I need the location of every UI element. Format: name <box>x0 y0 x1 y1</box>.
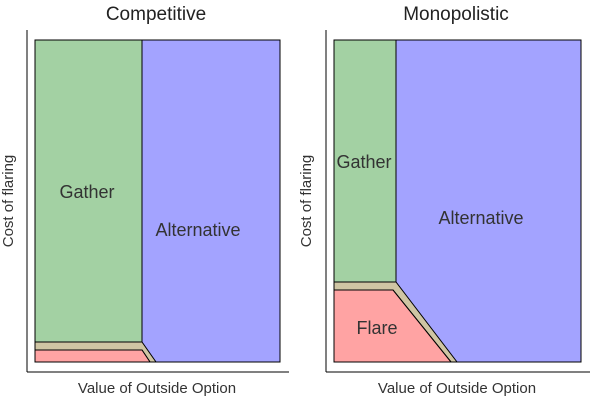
panel-competitive: Competitive Gather Alternative Value of … <box>0 4 289 397</box>
region-label-gather-competitive: Gather <box>59 182 114 202</box>
y-axis-label-monopolistic: Cost of flaring <box>298 155 315 248</box>
region-flare-competitive <box>34 349 151 363</box>
y-axis-label-competitive: Cost of flaring <box>0 155 17 248</box>
region-label-gather-monopolistic: Gather <box>336 152 391 172</box>
x-axis-label-monopolistic: Value of Outside Option <box>378 380 536 397</box>
region-label-alternative-competitive: Alternative <box>155 220 240 240</box>
region-flare-monopolistic <box>333 289 453 363</box>
panel-title-monopolistic: Monopolistic <box>403 4 509 25</box>
region-label-alternative-monopolistic: Alternative <box>438 208 523 228</box>
panel-monopolistic: Monopolistic Gather Alternative Flare Va… <box>298 4 590 397</box>
panel-title-competitive: Competitive <box>106 4 206 25</box>
region-label-flare-monopolistic: Flare <box>356 318 397 338</box>
x-axis-label-competitive: Value of Outside Option <box>78 380 236 397</box>
region-gather-monopolistic <box>333 39 397 283</box>
region-gather-competitive <box>34 39 143 343</box>
